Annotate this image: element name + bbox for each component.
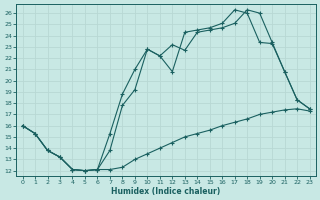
X-axis label: Humidex (Indice chaleur): Humidex (Indice chaleur) <box>111 187 221 196</box>
